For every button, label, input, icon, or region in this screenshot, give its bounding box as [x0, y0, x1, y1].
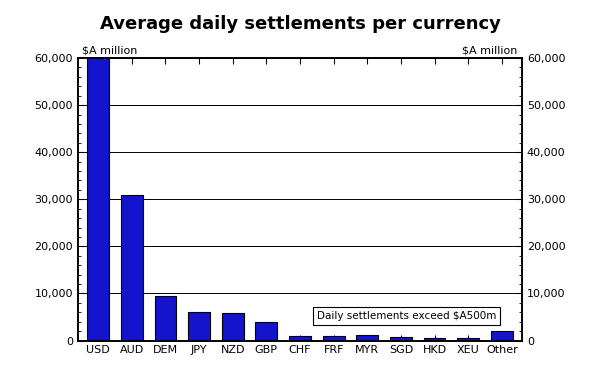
Bar	[491, 331, 513, 341]
Bar	[188, 312, 210, 341]
Text: Average daily settlements per currency: Average daily settlements per currency	[100, 15, 500, 34]
Bar	[155, 296, 176, 341]
Text: Daily settlements exceed $A500m: Daily settlements exceed $A500m	[317, 311, 496, 321]
Bar	[424, 338, 445, 341]
Text: $A million: $A million	[82, 45, 138, 55]
Bar	[457, 338, 479, 341]
Bar	[390, 337, 412, 341]
Bar	[121, 195, 143, 341]
Bar	[289, 336, 311, 341]
Bar	[87, 58, 109, 341]
Bar	[323, 336, 344, 341]
Bar	[256, 322, 277, 341]
Text: $A million: $A million	[462, 45, 518, 55]
Bar	[222, 313, 244, 341]
Bar	[356, 336, 378, 341]
